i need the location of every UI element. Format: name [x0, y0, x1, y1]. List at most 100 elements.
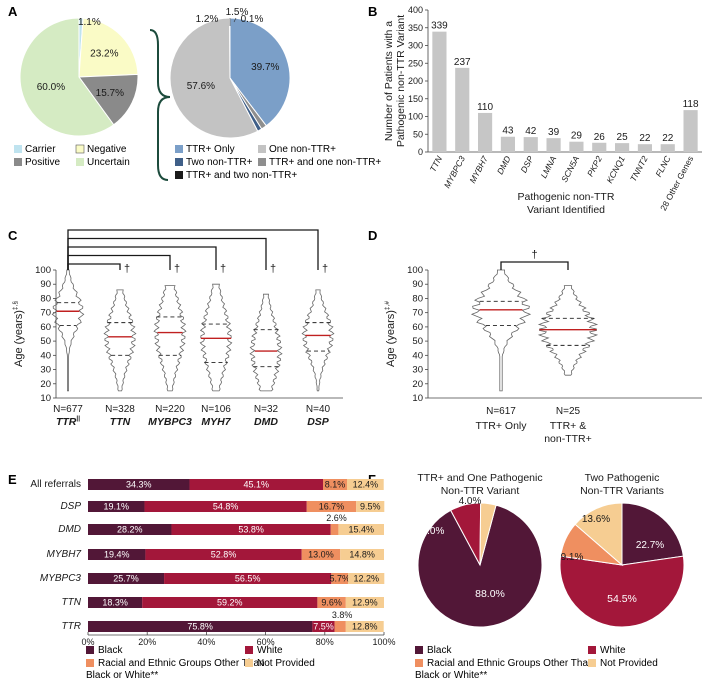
legend-e-label-black: Black: [98, 645, 123, 656]
x-axis-label-2: Variant Identified: [527, 204, 605, 216]
sig-bracket-dmd: [67, 237, 267, 270]
data-label-ttr-plus-one: 1.5%: [226, 7, 249, 18]
x-tick-label: 80%: [316, 637, 334, 647]
panel-label-a: A: [8, 4, 18, 19]
sig-marker-dsp: †: [322, 263, 328, 275]
y-tick-label: 60: [40, 322, 51, 333]
legend-e-swatch-not-provided: [245, 659, 253, 667]
x-tick-label: 0%: [81, 637, 94, 647]
legend-label-ttr-only: TTR+ Only: [186, 144, 235, 155]
group-label-non-ttr: non-TTR+: [544, 433, 592, 445]
stacked-bar-e: All referrals 34.3% 45.1% 8.1% 12.4% DSP 19.1%…: [30, 479, 396, 647]
legend-swatch-positive: [14, 158, 22, 166]
sig-bracket-ttn: [67, 263, 121, 270]
bar-lmna: [546, 138, 561, 152]
legend-e-label-not-provided: Not Provided: [257, 658, 315, 669]
seg-dsp-black: [88, 501, 145, 512]
bar-kcnq1: [615, 143, 630, 152]
violin-dmd: [249, 293, 283, 392]
y-tick-label: 400: [408, 5, 423, 15]
pie-slice-black: [621, 502, 684, 566]
seg-label-mybpc3-racial-and-ethnic-groups-other-than-black-or-white: 5.7%: [329, 574, 350, 584]
legend-f-label-not-provided: Not Provided: [600, 658, 658, 669]
bar-28-other-genes: [683, 110, 698, 152]
pie-slice-negative: [78, 17, 139, 78]
group-label-mybpc3: MYBPC3: [148, 416, 192, 428]
y-tick-label: 200: [408, 76, 423, 86]
pie-slice-one-non-ttr: [169, 17, 259, 139]
seg-mybpc3-racial-and-ethnic-groups-other-than-black-or-white: [331, 573, 349, 584]
y-tick-label: 30: [40, 365, 51, 376]
group-label-ttr-only: TTR+ Only: [475, 420, 527, 432]
seg-label-ttr-black: 75.8%: [187, 622, 213, 632]
pie-f1-label-white: 8.0%: [422, 526, 445, 537]
bar-value-mybh7: 110: [477, 102, 493, 113]
pie-a-variants: 39.7% 57.6% 1.5% 1.2% 0.1%: [169, 7, 291, 139]
bar-pkp2: [592, 142, 607, 152]
y-tick-label: 0: [418, 147, 423, 157]
pie-f1-title-2: Non-TTR Variant: [441, 485, 520, 497]
seg-mybh7-racial-and-ethnic-groups-other-than-black-or-white: [301, 549, 341, 560]
panel-label-d: D: [368, 228, 377, 243]
row-label-all-referrals: All referrals: [30, 479, 81, 490]
seg-label-mybh7-racial-and-ethnic-groups-other-than-black-or-white: 13.0%: [308, 550, 334, 560]
x-tick-label-kcnq1: KCNQ1: [604, 154, 627, 185]
legend-e: Black White Racial and Ethnic Groups Oth…: [86, 645, 315, 681]
group-label-sup: ||: [76, 415, 80, 422]
seg-label-all-referrals-white: 45.1%: [244, 480, 270, 490]
bar-chart-b: 0 50 100 150 200 250 300 350 400 339 TTN 237 MYBPC3 1…: [383, 5, 702, 216]
seg-label-dsp-racial-and-ethnic-groups-other-than-black-or-white: 16.7%: [319, 502, 345, 512]
seg-ttn-white: [142, 597, 318, 608]
bar-value-scn5a: 29: [571, 131, 583, 142]
bar-value-pkp2: 26: [594, 132, 606, 143]
bar-mybpc3: [455, 67, 470, 152]
y-tick-label: 30: [412, 365, 423, 376]
group-label-dsp: DSP: [307, 416, 330, 428]
x-tick-label-ttn: TTN: [428, 153, 445, 173]
y-tick-label: 300: [408, 41, 423, 51]
y-tick-label: 100: [407, 265, 423, 276]
bar-flnc: [660, 144, 675, 152]
legend-f-label-other: Racial and Ethnic Groups Other Than: [427, 658, 594, 669]
legend-e-label-other-2: Black or White**: [86, 670, 158, 681]
pie-slice-positive: [78, 73, 139, 126]
pie-f2-title-2: Non-TTR Variants: [580, 485, 664, 497]
bar-value-flnc: 22: [662, 133, 674, 144]
y-tick-label: 40: [412, 350, 423, 361]
n-label-ttr: N=677: [53, 404, 83, 415]
y-axis-label-2: Pathogenic non-TTR Variant: [395, 15, 407, 147]
violin-ttn: [103, 289, 137, 392]
seg-label-mybh7-black: 19.4%: [104, 550, 130, 560]
seg-ttr-racial-and-ethnic-groups-other-than-black-or-white: [334, 621, 346, 632]
legend-swatch-one-non-ttr: [258, 145, 266, 153]
bar-value-28-other-genes: 118: [683, 99, 699, 110]
y-tick-label: 70: [412, 308, 423, 319]
bar-tnnt2: [637, 144, 652, 152]
y-tick-label: 50: [40, 336, 51, 347]
pie-slice-not-provided: [479, 502, 497, 566]
seg-all-referrals-not-provided: [347, 479, 384, 490]
data-label-ttr-plus-two: 0.1%: [241, 14, 264, 25]
n-label-ttr-non-ttr: N=25: [556, 406, 581, 417]
seg-ttn-black: [88, 597, 143, 608]
pie-slice-not-provided: [574, 502, 623, 567]
y-axis-label-1: Number of Patients with a: [383, 21, 395, 141]
y-axis-label: Age (years)‡,§: [12, 301, 25, 367]
y-tick-label: 250: [408, 58, 423, 68]
legend-label-carrier: Carrier: [25, 144, 56, 155]
panel-label-c: C: [8, 228, 18, 243]
bar-value-tnnt2: 22: [639, 133, 651, 144]
x-tick-label-lmna: LMNA: [538, 154, 558, 180]
seg-label-ttn-white: 59.2%: [217, 598, 243, 608]
y-tick-label: 80: [412, 293, 423, 304]
y-tick-label: 50: [412, 336, 423, 347]
pie-slice-black: [417, 504, 543, 628]
seg-label-dmd-black: 28.2%: [117, 525, 143, 535]
sig-bracket-mybpc3: [67, 254, 171, 270]
seg-label-mybpc3-white: 56.5%: [235, 574, 261, 584]
data-label-one-non-ttr: 57.6%: [187, 81, 215, 92]
seg-all-referrals-white: [189, 479, 324, 490]
violin-ttr-only: [470, 269, 532, 392]
